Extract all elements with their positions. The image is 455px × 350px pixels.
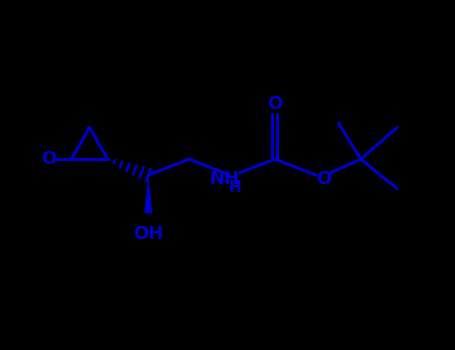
Text: H: H — [229, 180, 242, 195]
Text: O: O — [316, 170, 331, 188]
Polygon shape — [144, 175, 152, 214]
Text: NH: NH — [209, 170, 239, 188]
Text: OH: OH — [133, 225, 163, 243]
Text: O: O — [268, 95, 283, 113]
Text: O: O — [41, 150, 56, 168]
